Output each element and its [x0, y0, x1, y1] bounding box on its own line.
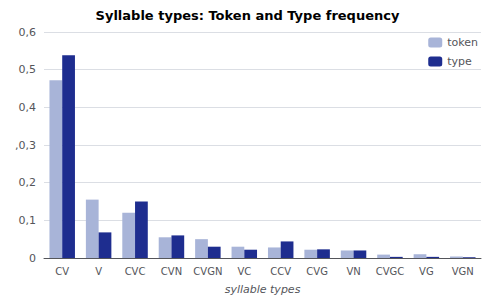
svg-text:0,1: 0,1	[19, 214, 37, 227]
svg-text:0,2: 0,2	[19, 176, 37, 189]
svg-text:CVN: CVN	[161, 266, 182, 277]
svg-text:CV: CV	[55, 266, 69, 277]
svg-text:0: 0	[29, 252, 36, 265]
svg-text:,0,3: ,0,3	[15, 139, 36, 152]
svg-text:VN: VN	[346, 266, 360, 277]
svg-text:0,6: 0,6	[19, 26, 37, 39]
svg-text:CVC: CVC	[125, 266, 146, 277]
svg-text:CVG: CVG	[306, 266, 328, 277]
svg-text:type: type	[447, 55, 472, 68]
svg-text:VC: VC	[237, 266, 251, 277]
svg-text:syllable types: syllable types	[225, 283, 301, 296]
svg-text:Syllable types: Token and Type: Syllable types: Token and Type frequency	[96, 8, 400, 23]
svg-text:V: V	[95, 266, 102, 277]
svg-text:CVGC: CVGC	[376, 266, 405, 277]
svg-text:VGN: VGN	[452, 266, 474, 277]
svg-text:CCV: CCV	[270, 266, 291, 277]
svg-text:0,5: 0,5	[19, 63, 37, 76]
svg-text:token: token	[447, 36, 478, 49]
svg-text:VG: VG	[419, 266, 434, 277]
svg-text:CVGN: CVGN	[193, 266, 222, 277]
svg-text:0,4: 0,4	[19, 101, 37, 114]
